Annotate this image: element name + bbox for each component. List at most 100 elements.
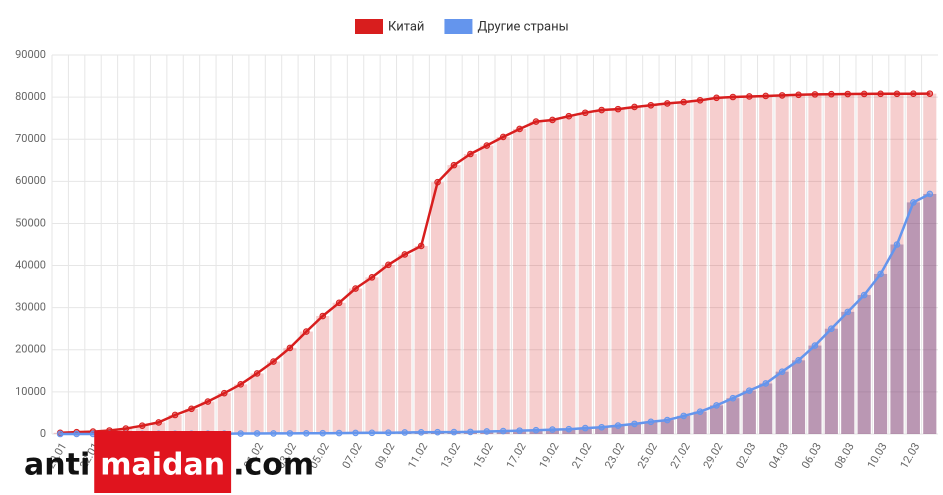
point [237,430,244,437]
bar [299,331,313,434]
bar [660,103,674,434]
y-tick-label: 50000 [15,216,46,229]
point [450,428,458,436]
x-tick-label: 13.02 [438,440,463,470]
x-tick-label: 12.03 [897,440,922,470]
point [877,90,884,98]
point [647,101,655,109]
point [877,270,884,278]
bar [135,425,149,434]
y-tick-label: 40000 [15,258,46,271]
point [713,402,720,409]
point [467,150,474,158]
point [516,427,523,434]
point [303,328,310,335]
point [581,424,589,432]
point [499,427,507,435]
point [713,94,720,102]
bar [693,100,707,435]
bar [677,415,691,434]
x-tick-label: 25.02 [635,440,660,470]
watermark-text: .com [233,448,314,483]
point [811,342,819,349]
bar [201,401,215,434]
y-tick-label: 30000 [15,301,46,314]
y-tick-label: 90000 [15,48,46,61]
point [450,161,458,169]
bar [513,128,527,434]
point [778,92,786,99]
bar [644,105,658,434]
point [696,96,704,104]
y-tick-label: 10000 [15,385,46,398]
bar [529,121,543,434]
x-tick-label: 06.03 [799,440,824,470]
point [368,274,376,281]
legend-swatch [444,19,473,34]
point [598,106,605,114]
point [893,90,901,98]
bar [726,398,740,434]
bar [775,371,789,434]
bar [627,106,642,434]
bar [480,145,494,435]
point [844,90,852,98]
point [614,105,622,113]
point [828,325,835,333]
point [762,380,770,387]
point [795,357,802,364]
point [696,408,704,415]
bar [890,93,904,434]
point [319,429,327,437]
point [746,387,753,394]
point [188,405,195,413]
point [253,370,261,377]
point [286,344,294,352]
bar [496,136,510,434]
point [549,116,556,124]
point [565,112,573,120]
y-tick-label: 60000 [15,174,46,187]
point [828,90,835,98]
point [762,92,770,100]
x-tick-label: 02.03 [733,440,758,470]
point [549,426,556,433]
bar [332,302,346,434]
point [270,430,277,437]
watermark-text: maidan [100,448,225,483]
point [663,100,671,107]
bar [283,347,297,434]
x-tick-label: 21.02 [569,440,594,470]
bar [906,202,920,434]
point [631,103,638,111]
point [434,428,441,436]
x-tick-label: 15.02 [471,440,496,470]
point [352,285,359,292]
bar [611,425,625,434]
bar [874,93,888,434]
point [614,422,622,429]
point [499,133,507,141]
x-tick-label: 27.02 [668,440,693,470]
bar [890,244,904,434]
y-tick-label: 0 [40,427,46,440]
point [401,251,409,258]
point [663,416,671,424]
point [680,98,687,106]
x-tick-label: 07.02 [340,440,365,470]
point [319,312,327,320]
point [385,261,392,269]
bar [578,112,592,435]
bar [250,373,264,434]
bar [463,153,477,434]
bar [923,93,937,434]
bar [168,414,182,434]
y-tick-label: 20000 [15,343,46,356]
bar [857,93,871,434]
bar [677,102,691,434]
bar [775,95,789,434]
point [467,428,474,436]
point [335,429,343,437]
bar [709,405,724,434]
